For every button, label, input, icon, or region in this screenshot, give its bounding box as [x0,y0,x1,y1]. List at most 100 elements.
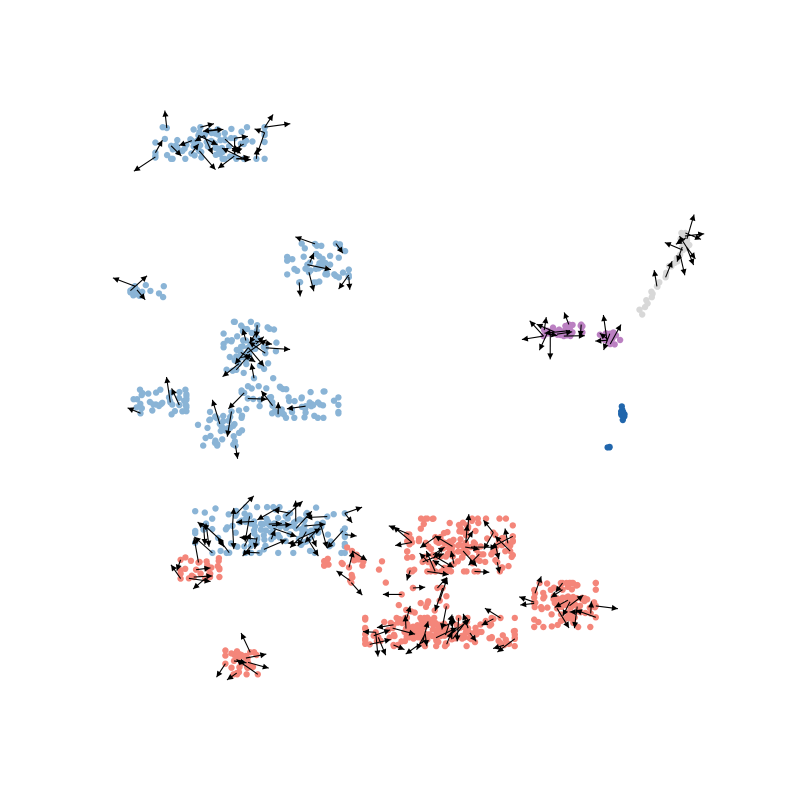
velocity-arrow [217,536,230,554]
cell-point [314,414,321,421]
cell-point [256,402,263,410]
cell-point [326,252,334,259]
cell-point [274,514,282,522]
cell-point [302,409,309,416]
cell-point [216,573,223,581]
cell-point [155,290,163,297]
cell-point [293,267,301,274]
velocity-arrow [205,523,212,547]
cell-point [291,414,298,421]
cell-point [511,631,518,638]
cell-point [298,395,305,402]
cell-point [531,623,538,631]
cell-point [263,503,271,511]
cell-point [225,511,232,518]
cell-point [217,137,224,144]
cell-point [540,623,547,631]
velocity-arrow [402,615,409,629]
cell-point [240,369,247,377]
cell-point [312,504,320,511]
cell-point [220,330,227,337]
velocity-arrow [440,606,447,630]
velocity-arrow [297,531,307,547]
cell-point [335,274,343,281]
velocity-arrow [233,445,240,459]
velocity-arrow [260,390,274,407]
velocity-arrow [197,521,207,529]
cell-point [404,548,411,555]
velocity-arrow [264,114,274,128]
velocity-arrow [423,633,429,647]
velocity-arrow [419,552,429,563]
velocity-arrow [465,530,474,544]
velocity-arrow [556,329,573,336]
cell-point [335,401,342,409]
cell-point [130,292,137,299]
velocity-arrow [234,347,249,365]
cell-point [440,529,448,537]
cell-point [273,339,280,346]
cell-point [307,267,314,274]
cell-point [209,525,216,533]
velocity-arrow [263,539,287,550]
cell-point [247,318,255,325]
velocity-arrow [569,609,581,615]
cell-point [476,557,483,565]
velocity-arrow [483,519,494,533]
cell-point [446,519,453,527]
cell-point [411,609,418,616]
cell-point [306,547,314,555]
cell-point [261,155,268,162]
velocity-arrow [192,537,200,563]
velocity-arrow [222,363,240,378]
cell-point [182,155,189,162]
cell-point [282,414,290,421]
velocity-arrow [136,289,146,301]
cell-point [492,531,499,539]
velocity-arrow [470,544,497,551]
cell-point [502,515,510,522]
cell-point [417,525,424,532]
velocity-arrow [521,335,544,342]
cell-point [152,139,159,146]
velocity-arrow [344,512,353,524]
cell-point [214,563,221,570]
velocity-arrow [569,594,584,607]
velocity-arrow [164,376,171,403]
cell-point [301,517,308,524]
cell-point [202,434,209,442]
velocity-arrow [233,658,247,665]
cell-point [472,527,479,535]
cell-point [532,599,539,606]
velocity-arrow [595,604,618,611]
cell-point [250,649,258,656]
cell-point [146,398,154,406]
cell-point [182,554,189,561]
cell-point [203,558,210,565]
velocity-arrow [335,243,344,254]
cell-point [233,353,240,360]
cell-point [275,549,282,557]
cell-point [378,558,386,565]
velocity-arrow [241,328,248,341]
cell-point [238,412,246,419]
velocity-arrow [465,514,472,529]
cell-point [257,526,265,533]
cell-point [316,401,324,408]
velocity-arrow [236,519,255,525]
velocity-arrow [520,601,535,608]
cell-point [579,323,586,330]
velocity-arrow [534,576,542,594]
velocity-arrow [226,672,238,681]
velocity-arrow [562,601,571,617]
velocity-arrow [201,527,208,545]
cell-point [187,557,195,564]
cell-point [499,564,506,572]
cell-point [223,366,230,373]
cell-point [422,603,430,611]
cell-point [409,623,417,630]
cell-point [222,647,229,654]
velocity-arrow [432,546,445,556]
velocity-arrow [154,139,163,153]
cell-point [263,385,270,392]
